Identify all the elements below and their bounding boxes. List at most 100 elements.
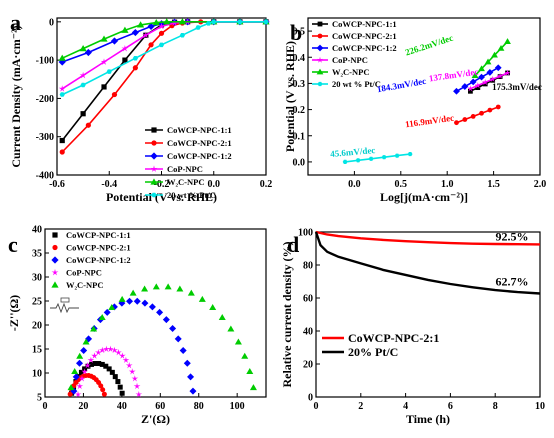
c-data-point: [90, 325, 98, 332]
d-end-value-label: 92.5%: [496, 229, 529, 243]
c-data-point: [126, 297, 134, 305]
b-data-point: [487, 107, 493, 113]
c-data-point: [209, 304, 217, 311]
b-data-point: [482, 81, 488, 87]
c-legend-marker: [51, 281, 59, 288]
c-data-point: [117, 384, 123, 390]
c-x-tick-label: 40: [117, 401, 127, 412]
a-y-tick-label: 0: [49, 17, 54, 28]
b-data-point: [470, 113, 476, 119]
d-x-tick-label: 6: [448, 401, 453, 412]
a-series-line: [61, 20, 266, 141]
a-x-axis-label: Potential (V vs. RHE): [106, 190, 217, 204]
a-legend-marker: [151, 140, 157, 146]
a-series-line: [61, 20, 266, 63]
c-x-tick-label: 80: [194, 401, 204, 412]
a-data-point: [148, 42, 154, 48]
b-x-tick-label: 2.0: [534, 179, 547, 190]
c-data-point: [67, 391, 73, 397]
a-data-point: [58, 85, 66, 92]
a-data-point: [111, 91, 118, 98]
c-legend-label: W₂C-NPC: [66, 280, 104, 290]
c-plot-frame: [44, 228, 267, 398]
b-data-point: [504, 38, 511, 44]
c-data-point: [76, 352, 84, 359]
a-data-point: [121, 45, 129, 52]
c-legend-label: CoWCP-NPC-1:2: [66, 255, 131, 265]
b-data-point: [355, 158, 361, 163]
b-slope-annotation: 175.3mV/dec: [492, 82, 542, 92]
b-legend-marker: [317, 21, 323, 27]
c-data-point: [156, 308, 164, 316]
b-data-point: [489, 75, 496, 82]
c-data-point: [103, 345, 110, 352]
b-data-point: [497, 44, 505, 51]
d-y-tick-label: 20: [303, 360, 313, 371]
c-data-point: [125, 362, 133, 369]
b-x-axis-label: Log[j(mA·cm⁻²)]: [380, 190, 468, 204]
b-data-point: [467, 85, 474, 92]
d-x-axis-label: Time (h): [406, 412, 450, 426]
a-legend-label: CoWCP-NPC-2:1: [167, 138, 232, 148]
a-y-tick-label: -400: [36, 171, 54, 182]
a-data-point: [152, 18, 160, 26]
d-end-value-label: 62.7%: [496, 275, 529, 289]
a-data-point: [100, 58, 108, 65]
c-data-point: [189, 387, 197, 395]
c-data-point: [91, 352, 98, 359]
c-data-point: [234, 338, 242, 345]
b-y-axis-label: Potential (V vs. RHE): [283, 41, 297, 152]
b-data-point: [482, 79, 489, 86]
c-data-point: [74, 391, 82, 398]
a-data-point: [137, 21, 145, 28]
c-data-point: [183, 359, 191, 367]
a-x-tick-label: -0.2: [154, 179, 170, 190]
c-y-tick-label: 15: [32, 345, 42, 356]
b-y-tick-label: 0.5: [293, 27, 306, 38]
c-data-point: [92, 361, 98, 367]
c-data-point: [98, 383, 104, 389]
b-plot-frame: [307, 17, 541, 176]
c-x-tick-label: 0: [43, 401, 48, 412]
b-y-tick-label: 0.0: [293, 157, 306, 168]
a-data-point: [80, 111, 86, 117]
c-data-point: [164, 283, 172, 290]
a-data-point: [58, 54, 66, 61]
c-data-point: [81, 368, 88, 375]
c-data-point: [82, 338, 90, 345]
a-y-tick-label: -300: [36, 132, 54, 143]
a-x-tick-label: 0.2: [260, 179, 273, 190]
a-data-point: [263, 19, 269, 25]
c-data-point: [101, 391, 107, 397]
c-data-point: [100, 387, 106, 393]
c-data-point: [71, 368, 79, 375]
c-data-point: [109, 369, 115, 375]
c-data-point: [119, 352, 126, 359]
a-y-tick-label: -100: [36, 56, 54, 67]
b-data-point: [491, 51, 498, 58]
c-data-point: [162, 316, 170, 324]
d-legend-label: 20% Pt/C: [348, 345, 398, 359]
c-legend-marker: [52, 232, 58, 238]
c-data-point: [141, 299, 149, 307]
c-data-point: [107, 345, 114, 352]
a-data-point: [84, 48, 92, 57]
b-data-point: [478, 65, 485, 72]
c-data-point: [148, 303, 156, 311]
b-data-point: [495, 104, 501, 110]
c-circuit-icon: [50, 302, 79, 314]
c-data-point: [133, 382, 141, 390]
c-y-tick-label: 35: [32, 249, 42, 260]
b-legend-marker: [317, 81, 323, 87]
b-y-tick-label: 0.1: [293, 131, 306, 142]
b-legend-label: CoP-NPC: [332, 55, 368, 65]
b-data-point: [469, 78, 477, 86]
b-legend-label: CoWCP-NPC-1:1: [332, 19, 397, 29]
c-data-point: [72, 373, 80, 381]
c-data-point: [135, 391, 143, 398]
c-data-point: [128, 368, 136, 375]
c-data-point: [227, 325, 235, 332]
c-data-point: [96, 361, 102, 367]
a-data-point: [147, 22, 155, 31]
a-data-point: [179, 33, 185, 38]
